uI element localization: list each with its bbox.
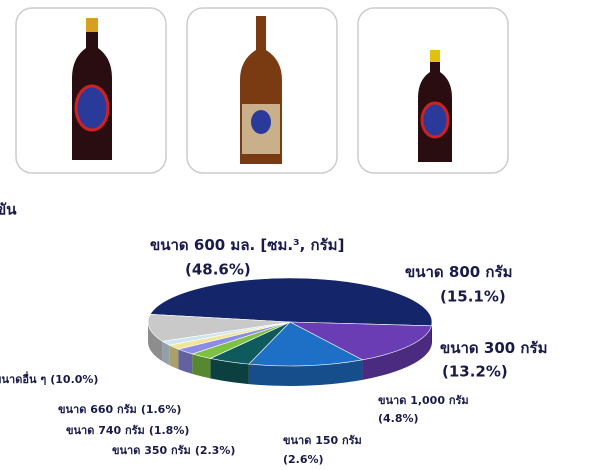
value-label: (1.8%) [149,424,190,437]
bottle-label [420,101,450,139]
data-label: ขนาด 300 กรัม [440,339,547,357]
value-label: (4.8%) [378,412,419,425]
product-images [15,7,509,174]
data-label: ขนาดอื่น ๆ (10.0%) [0,371,98,386]
data-label: ขนาด 740 กรัม (1.8%) [66,424,189,437]
slice-side [162,341,170,366]
data-label: ขนาด 600 มล. [ซม.³, กรัม] [150,236,344,254]
pie [147,277,433,386]
chart-title: ขัน [0,201,17,219]
value-label: (48.6%) [185,261,251,279]
category-label: ขนาด 660 กรัม [58,403,137,416]
data-label: ขนาด 800 กรัม [405,263,512,281]
bottle-label [251,110,271,134]
slice-side [178,349,193,374]
category-label: ขนาด 800 กรัม [405,263,512,281]
slice [248,321,364,367]
category-label: ขนาด 300 กรัม [440,339,547,357]
category-label: ขนาด 600 มล. [ซม.³, กรัม] [150,236,344,254]
value-label: (1.6%) [141,403,182,416]
slice-side [192,353,211,379]
category-label: ขนาด 150 กรัม [283,434,362,447]
labels: ขนาด 600 มล. [ซม.³, กรัม] (48.6%) ขนาด 800… [0,236,547,467]
data-label: ขนาด 660 กรัม (1.6%) [58,403,181,416]
slice-side [248,359,363,386]
slice-side [431,322,432,346]
slice [289,321,432,361]
value-label: (2.3%) [195,444,236,457]
slice-side [169,345,179,370]
slice [149,277,433,327]
value-label: (10.0%) [50,373,98,386]
bottle-cap [430,50,440,62]
value-label: (15.1%) [440,288,506,306]
bottle-cap [86,18,98,32]
data-label: ขนาด 350 กรัม (2.3%) [112,444,235,457]
slice-side [362,325,432,380]
slice-side [148,322,163,362]
data-label: ขนาด 150 กรัม [283,434,362,447]
slice [147,314,291,342]
bottle-label [74,84,110,132]
value-label: (2.6%) [283,453,324,466]
category-label: ขนาด 1,000 กรัม [378,394,469,407]
data-label: ขนาด 1,000 กรัม [378,394,469,407]
category-label: ขนาดอื่น ๆ [0,371,46,386]
value-label: (13.2%) [442,363,508,381]
category-label: ขนาด 350 กรัม [112,444,191,457]
slice-side [210,358,249,385]
category-label: ขนาด 740 กรัม [66,424,145,437]
